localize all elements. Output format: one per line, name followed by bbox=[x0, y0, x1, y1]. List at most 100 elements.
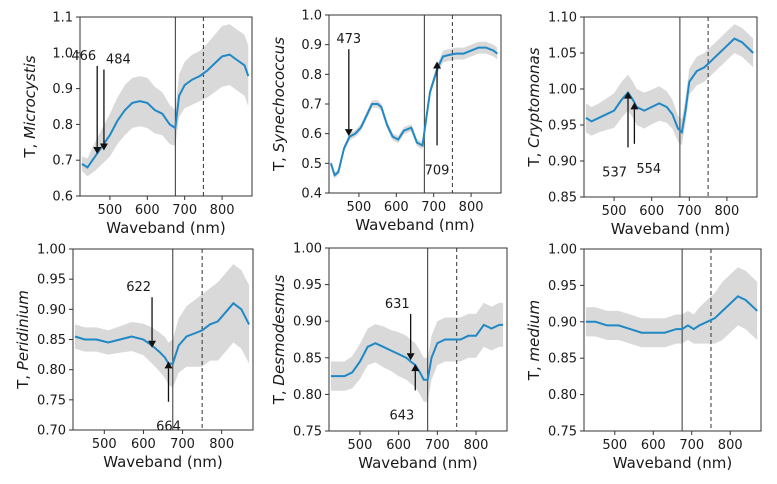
chart-5-xtick-label: 600 bbox=[641, 438, 666, 453]
chart-3-annot-arrow-head bbox=[164, 361, 173, 369]
chart-4-ylabel-prefix: T, bbox=[270, 386, 288, 406]
chart-3-annot-label: 622 bbox=[126, 280, 151, 295]
chart-0-ytick-label: 0.6 bbox=[52, 190, 73, 205]
chart-2-xtick-label: 600 bbox=[639, 204, 664, 219]
chart-1-ylabel: T, Synechococcus bbox=[270, 37, 288, 172]
chart-4-ylabel: T, Desmodesmus bbox=[270, 275, 288, 406]
chart-3-xlabel: Waveband (nm) bbox=[103, 453, 223, 471]
chart-3-ylabel: T, Peridinium bbox=[14, 290, 32, 390]
chart-4: 0.75 0.80 0.85 0.90 0.95 1.00 500 600 700 800Wave… bbox=[270, 242, 508, 472]
chart-0-annot-label: 466 bbox=[71, 49, 96, 64]
chart-0-band bbox=[81, 24, 249, 177]
chart-3-ytick-label: 0.75 bbox=[37, 393, 66, 408]
chart-1-annot-label: 473 bbox=[336, 32, 361, 47]
chart-4-xtick-label: 800 bbox=[464, 438, 489, 453]
chart-3: 0.70 0.75 0.80 0.85 0.90 0.95 1.00 500 600 700 800… bbox=[14, 243, 254, 471]
chart-4-ytick-label: 0.95 bbox=[293, 278, 322, 293]
chart-2-series-line bbox=[585, 37, 754, 135]
chart-5: 0.75 0.80 0.85 0.90 0.95 1.00 500 600 700 800Wave… bbox=[525, 243, 762, 472]
chart-2-ylabel-prefix: T, bbox=[525, 148, 543, 168]
chart-4-annot-arrow-head bbox=[411, 364, 420, 372]
chart-2-xtick-label: 500 bbox=[602, 204, 627, 219]
chart-3-ytick-label: 0.85 bbox=[37, 333, 66, 348]
chart-2-ylabel: T, Cryptomonas bbox=[525, 47, 543, 167]
chart-4-annot-arrow-head bbox=[406, 353, 415, 361]
chart-1-ylabel-prefix: T, bbox=[270, 152, 288, 172]
chart-0-xtick-label: 800 bbox=[210, 203, 235, 218]
chart-1-ytick-label: 0.4 bbox=[301, 187, 322, 202]
chart-4-series-line bbox=[330, 323, 504, 381]
chart-3-ytick-label: 0.70 bbox=[37, 424, 66, 439]
chart-3-ytick-label: 0.95 bbox=[37, 273, 66, 288]
chart-5-ytick-label: 0.80 bbox=[548, 388, 577, 403]
chart-0-xtick-label: 600 bbox=[135, 203, 160, 218]
chart-5-ytick-label: 1.00 bbox=[548, 243, 577, 258]
chart-1-ytick-label: 0.6 bbox=[301, 127, 322, 142]
chart-2-ytick-label: 0.85 bbox=[548, 191, 577, 206]
chart-2-annot-label: 537 bbox=[602, 165, 627, 180]
chart-0-ylabel: T, Microcystis bbox=[21, 55, 39, 158]
chart-0-ytick-label: 0.7 bbox=[52, 154, 73, 169]
chart-2-ytick-label: 1.05 bbox=[548, 47, 577, 62]
chart-4-annot-label: 631 bbox=[385, 297, 410, 312]
chart-5-ylabel: T, medium bbox=[525, 300, 543, 381]
chart-5-band bbox=[585, 267, 758, 348]
chart-5-xtick-label: 800 bbox=[718, 438, 743, 453]
chart-2-ytick-label: 0.90 bbox=[548, 155, 577, 170]
chart-2-xtick-label: 700 bbox=[677, 204, 702, 219]
chart-3-annot-arrow-head bbox=[148, 340, 157, 348]
chart-2-band bbox=[585, 24, 754, 146]
chart-3-xtick-label: 800 bbox=[209, 437, 234, 452]
chart-2-ytick-label: 1.00 bbox=[548, 83, 577, 98]
chart-1-ytick-label: 0.8 bbox=[301, 68, 322, 83]
chart-4-ytick-label: 0.90 bbox=[293, 315, 322, 330]
chart-5-ytick-label: 0.95 bbox=[548, 279, 577, 294]
chart-4-ylabel-species: Desmodesmus bbox=[270, 275, 288, 386]
chart-5-ylabel-prefix: T, bbox=[525, 361, 543, 381]
chart-2: 0.85 0.90 0.95 1.00 1.05 1.10 500 600 700 800Wave… bbox=[525, 11, 758, 238]
chart-2-frame bbox=[583, 16, 758, 198]
chart-1-ytick-label: 1.0 bbox=[301, 9, 322, 24]
chart-2-ylabel-species: Cryptomonas bbox=[525, 47, 543, 148]
chart-0-xtick-label: 500 bbox=[97, 203, 122, 218]
chart-4-ytick-label: 1.00 bbox=[293, 242, 322, 257]
chart-0-annot-arrow-head bbox=[99, 143, 108, 151]
chart-0-xtick-label: 700 bbox=[172, 203, 197, 218]
chart-5-ylabel-species: medium bbox=[525, 300, 543, 362]
chart-3-xtick-label: 500 bbox=[92, 437, 117, 452]
chart-0-ytick-label: 0.8 bbox=[52, 118, 73, 133]
chart-5-xtick-label: 700 bbox=[679, 438, 704, 453]
chart-1-xtick-label: 800 bbox=[459, 200, 484, 215]
chart-1-xtick-label: 700 bbox=[421, 200, 446, 215]
chart-1: 0.4 0.5 0.6 0.7 0.8 0.9 1.0 500 600 700 800Waveban… bbox=[270, 9, 502, 234]
chart-4-ytick-label: 0.75 bbox=[293, 425, 322, 440]
chart-5-xlabel: Waveband (nm) bbox=[613, 454, 733, 472]
chart-1-annot-arrow-head bbox=[344, 129, 353, 137]
chart-1-annot-arrow-head bbox=[433, 61, 442, 69]
chart-0-annot-arrow-head bbox=[93, 147, 102, 155]
chart-1-ytick-label: 0.9 bbox=[301, 38, 322, 53]
chart-2-ytick-label: 0.95 bbox=[548, 119, 577, 134]
chart-1-ytick-label: 0.7 bbox=[301, 98, 322, 113]
chart-3-annot-label: 664 bbox=[156, 420, 181, 435]
chart-0-ytick-label: 1.0 bbox=[52, 46, 73, 61]
chart-3-xtick-label: 600 bbox=[131, 437, 156, 452]
chart-0-ylabel-prefix: T, bbox=[21, 139, 39, 159]
chart-5-series-line bbox=[585, 295, 758, 334]
chart-0-frame bbox=[79, 16, 253, 197]
chart-2-ytick-label: 1.10 bbox=[548, 11, 577, 26]
chart-1-xtick-label: 600 bbox=[384, 200, 409, 215]
chart-5-ytick-label: 0.75 bbox=[548, 425, 577, 440]
chart-0-ylabel-species: Microcystis bbox=[21, 55, 39, 139]
chart-2-xtick-label: 800 bbox=[714, 204, 739, 219]
chart-4-xtick-label: 500 bbox=[348, 438, 373, 453]
chart-2-annot-label: 554 bbox=[636, 162, 661, 177]
chart-3-band bbox=[75, 264, 250, 388]
chart-3-ytick-label: 1.00 bbox=[37, 243, 66, 258]
chart-1-xlabel: Waveband (nm) bbox=[355, 216, 475, 234]
chart-4-xtick-label: 600 bbox=[386, 438, 411, 453]
chart-1-ylabel-species: Synechococcus bbox=[270, 37, 288, 152]
chart-4-frame bbox=[328, 247, 508, 432]
